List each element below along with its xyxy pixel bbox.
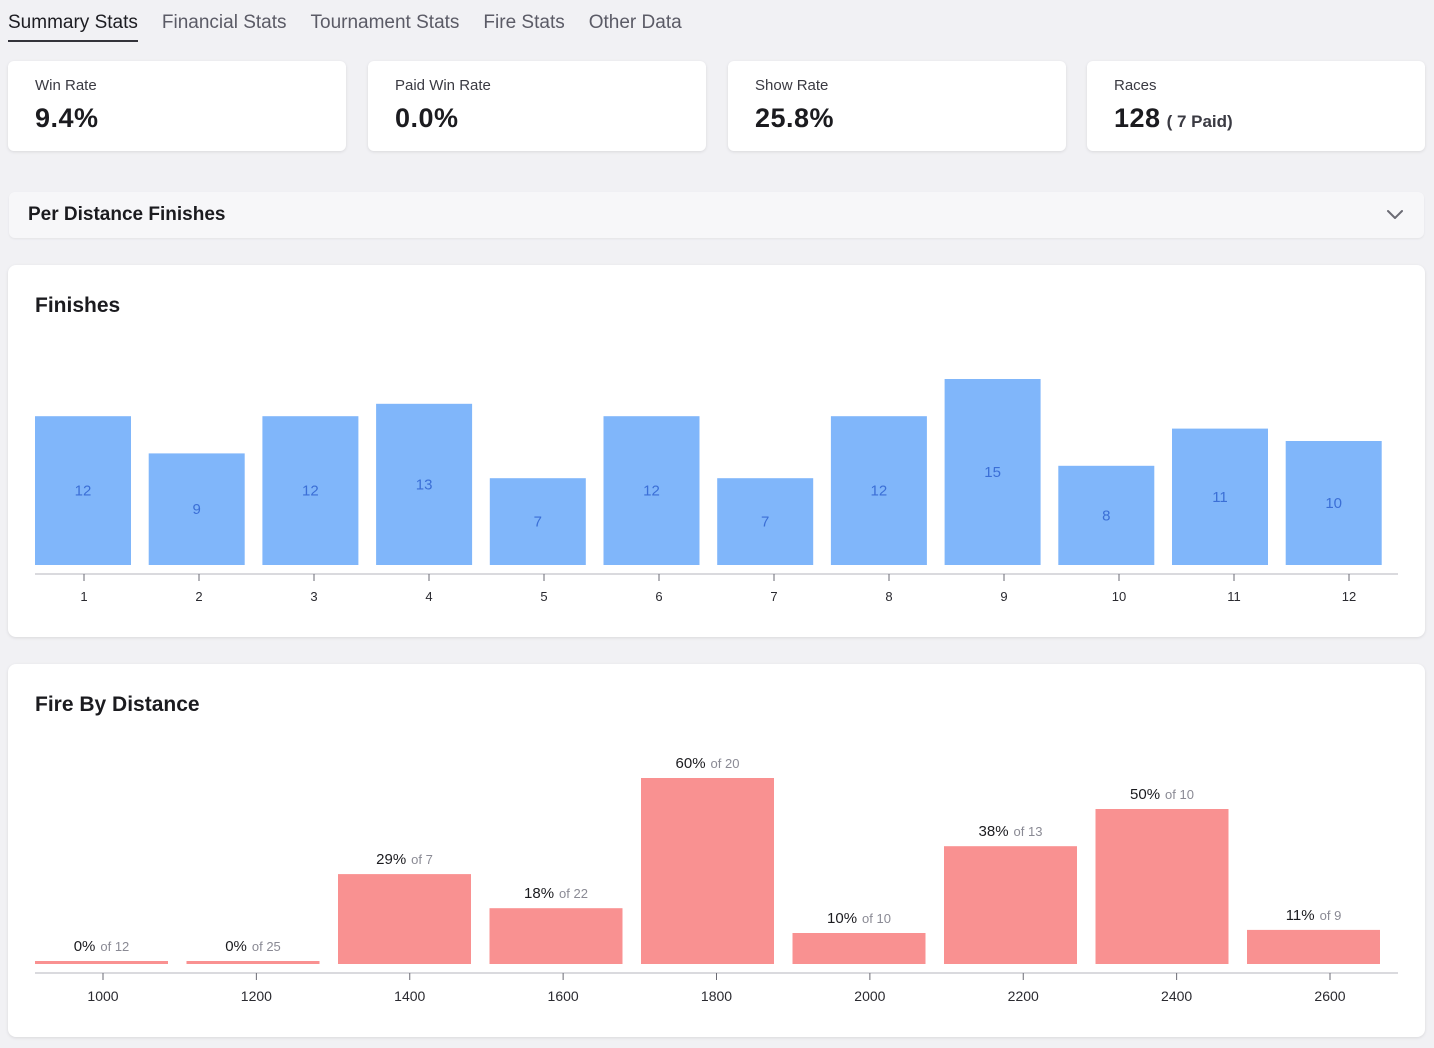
fire-bar-value-label: 60% of 20 <box>676 755 740 772</box>
tab-bar: Summary Stats Financial Stats Tournament… <box>8 0 706 44</box>
per-distance-finishes-accordion[interactable]: Per Distance Finishes <box>9 192 1424 238</box>
finish-bar-value-label: 7 <box>534 514 542 531</box>
fire-by-distance-title: Fire By Distance <box>35 693 200 716</box>
finish-bar <box>1285 441 1382 565</box>
x-tick-label: 8 <box>885 589 892 604</box>
finish-bar <box>1058 465 1155 565</box>
fire-bar-value-label: 10% of 10 <box>827 910 891 927</box>
show-rate-label: Show Rate <box>755 77 829 94</box>
finishes-title: Finishes <box>35 294 121 317</box>
x-tick-label: 1 <box>80 589 87 604</box>
finish-bar <box>717 478 814 565</box>
paid-win-rate-card: Paid Win Rate 0.0% <box>368 61 706 151</box>
finish-bar <box>148 453 245 565</box>
fire-by-distance-panel: Fire By Distance 0% of 12 1000 0% of 25 1200 2… <box>8 664 1425 1037</box>
finish-bar-value-label: 15 <box>984 464 1001 481</box>
paid-win-rate-label: Paid Win Rate <box>395 77 491 94</box>
finish-bar-value-label: 7 <box>761 514 769 531</box>
finish-bar-value-label: 13 <box>416 476 433 493</box>
fire-bar <box>35 961 168 964</box>
x-tick-label: 11 <box>1227 589 1241 604</box>
paid-win-rate-value: 0.0% <box>395 103 459 133</box>
fire-bar <box>641 778 774 964</box>
show-rate-card: Show Rate 25.8% <box>728 61 1066 151</box>
fire-bar <box>792 933 926 964</box>
finish-bar <box>262 416 359 565</box>
finish-bar-value-label: 12 <box>871 483 888 500</box>
x-tick-label: 1800 <box>701 988 732 1004</box>
fire-by-distance-chart: 0% of 12 1000 0% of 25 1200 29% of 7 1400 18% of 2… <box>35 755 1398 1004</box>
finish-bar-value-label: 9 <box>193 501 201 518</box>
finish-bar-value-label: 11 <box>1212 489 1228 506</box>
finish-bar-value-label: 8 <box>1102 507 1110 524</box>
races-value-line: 128 ( 7 Paid) <box>1114 103 1233 134</box>
races-label: Races <box>1114 77 1157 94</box>
x-tick-label: 4 <box>425 589 432 604</box>
fire-bar <box>1247 929 1380 964</box>
finish-bar-value-label: 12 <box>75 483 92 500</box>
x-tick-label: 1000 <box>87 988 118 1004</box>
x-tick-label: 2400 <box>1161 988 1192 1004</box>
x-tick-label: 2000 <box>854 988 885 1004</box>
fire-bar-value-label: 11% of 9 <box>1286 907 1342 924</box>
finish-bar <box>376 403 473 565</box>
win-rate-card: Win Rate 9.4% <box>8 61 346 151</box>
finishes-chart: 12 1 9 2 12 3 13 4 7 5 12 6 7 7 12 8 15 9 8 10 11 11 10 12 <box>35 379 1398 604</box>
fire-bar-value-label: 0% of 12 <box>74 938 130 955</box>
chevron-down-icon[interactable] <box>1386 206 1404 224</box>
finish-bar-value-label: 12 <box>302 483 319 500</box>
finish-bar <box>830 416 927 565</box>
finish-bar <box>35 416 131 565</box>
x-tick-label: 9 <box>1000 589 1007 604</box>
win-rate-value: 9.4% <box>35 103 99 133</box>
win-rate-label: Win Rate <box>35 77 97 94</box>
fire-bar-value-label: 50% of 10 <box>1130 786 1194 803</box>
fire-bar-value-label: 18% of 22 <box>524 885 588 902</box>
x-tick-label: 2 <box>195 589 202 604</box>
x-tick-label: 3 <box>310 589 317 604</box>
finish-bar <box>1172 428 1268 565</box>
x-tick-label: 7 <box>770 589 777 604</box>
fire-bar-value-label: 29% of 7 <box>376 851 433 868</box>
races-card: Races 128 ( 7 Paid) <box>1087 61 1425 151</box>
x-tick-label: 6 <box>655 589 662 604</box>
x-tick-label: 10 <box>1112 589 1126 604</box>
fire-bar-value-label: 38% of 13 <box>979 823 1043 840</box>
show-rate-value: 25.8% <box>755 103 835 133</box>
fire-bar <box>338 874 471 964</box>
fire-bar <box>186 961 320 964</box>
tab-fire-stats[interactable]: Fire Stats <box>483 12 565 33</box>
x-tick-label: 2600 <box>1314 988 1345 1004</box>
x-tick-label: 5 <box>540 589 547 604</box>
races-value: 128 <box>1114 103 1161 133</box>
finish-bar <box>944 379 1041 565</box>
tab-financial-stats[interactable]: Financial Stats <box>161 12 287 33</box>
x-tick-label: 12 <box>1342 589 1356 604</box>
finish-bar <box>603 416 700 565</box>
tab-other-data[interactable]: Other Data <box>588 12 682 33</box>
finish-bar <box>489 478 586 565</box>
x-tick-label: 1400 <box>394 988 425 1004</box>
x-tick-label: 2200 <box>1008 988 1039 1004</box>
x-tick-label: 1200 <box>241 988 272 1004</box>
tab-summary-stats[interactable]: Summary Stats <box>8 0 138 42</box>
fire-bar <box>944 846 1077 964</box>
finish-bar-value-label: 12 <box>643 483 660 500</box>
x-tick-label: 1600 <box>548 988 579 1004</box>
finishes-panel: Finishes 12 1 9 2 12 3 13 4 7 5 12 6 7 7 12 8 15 9 8 10 11 11… <box>8 265 1425 637</box>
races-paid-count: ( 7 Paid) <box>1166 112 1233 131</box>
accordion-title: Per Distance Finishes <box>28 204 226 225</box>
fire-bar-value-label: 0% of 25 <box>225 938 281 955</box>
tab-tournament-stats[interactable]: Tournament Stats <box>310 12 460 33</box>
finish-bar-value-label: 10 <box>1325 495 1342 512</box>
fire-bar <box>489 908 623 964</box>
fire-bar <box>1095 809 1229 964</box>
